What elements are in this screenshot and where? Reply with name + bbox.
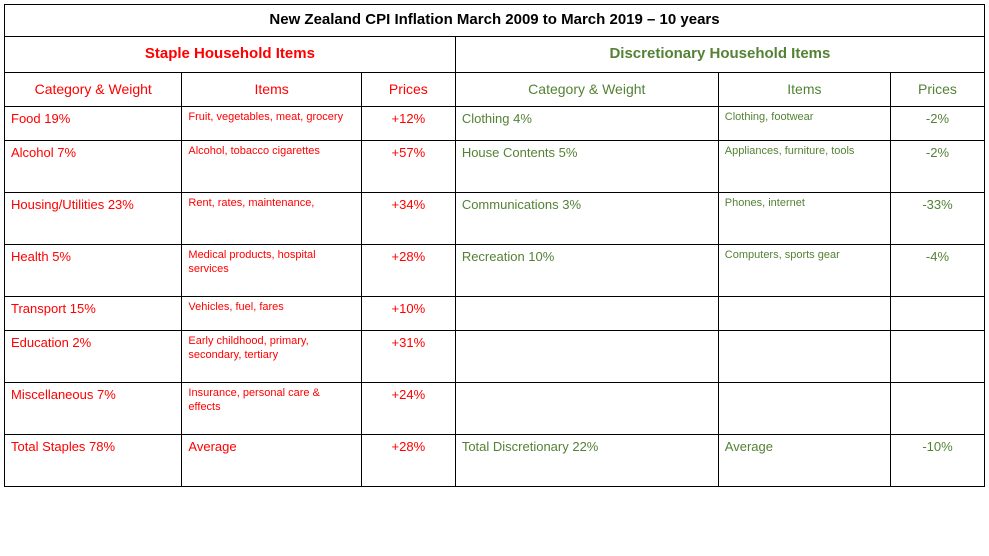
disc-items: Clothing, footwear — [718, 107, 890, 141]
disc-price — [890, 297, 984, 331]
disc-category: Recreation 10% — [455, 245, 718, 297]
staple-items: Alcohol, tobacco cigarettes — [182, 141, 361, 193]
staple-price: +28% — [361, 245, 455, 297]
staple-items: Vehicles, fuel, fares — [182, 297, 361, 331]
staple-category: Health 5% — [5, 245, 182, 297]
table-row: Alcohol 7% Alcohol, tobacco cigarettes +… — [5, 141, 985, 193]
disc-total-items: Average — [718, 435, 890, 487]
col-header-disc-category: Category & Weight — [455, 72, 718, 107]
disc-category — [455, 383, 718, 435]
disc-category: Clothing 4% — [455, 107, 718, 141]
staple-category: Housing/Utilities 23% — [5, 193, 182, 245]
col-header-staple-category: Category & Weight — [5, 72, 182, 107]
staple-price: +24% — [361, 383, 455, 435]
table-row: Housing/Utilities 23% Rent, rates, maint… — [5, 193, 985, 245]
col-header-staple-prices: Prices — [361, 72, 455, 107]
staple-total-price: +28% — [361, 435, 455, 487]
column-header-row: Category & Weight Items Prices Category … — [5, 72, 985, 107]
col-header-disc-prices: Prices — [890, 72, 984, 107]
staple-category: Alcohol 7% — [5, 141, 182, 193]
disc-category — [455, 297, 718, 331]
section-header-row: Staple Household Items Discretionary Hou… — [5, 36, 985, 72]
staple-section-header: Staple Household Items — [5, 36, 456, 72]
disc-items — [718, 383, 890, 435]
discretionary-section-header: Discretionary Household Items — [455, 36, 984, 72]
title-row: New Zealand CPI Inflation March 2009 to … — [5, 5, 985, 37]
disc-price — [890, 383, 984, 435]
cpi-table: New Zealand CPI Inflation March 2009 to … — [4, 4, 985, 487]
disc-items: Appliances, furniture, tools — [718, 141, 890, 193]
disc-total-category: Total Discretionary 22% — [455, 435, 718, 487]
staple-category: Education 2% — [5, 331, 182, 383]
disc-items: Computers, sports gear — [718, 245, 890, 297]
table-row: Food 19% Fruit, vegetables, meat, grocer… — [5, 107, 985, 141]
staple-price: +31% — [361, 331, 455, 383]
staple-price: +12% — [361, 107, 455, 141]
staple-category: Miscellaneous 7% — [5, 383, 182, 435]
disc-price: -4% — [890, 245, 984, 297]
staple-items: Fruit, vegetables, meat, grocery — [182, 107, 361, 141]
staple-price: +57% — [361, 141, 455, 193]
table-title: New Zealand CPI Inflation March 2009 to … — [5, 5, 985, 37]
staple-items: Medical products, hospital services — [182, 245, 361, 297]
table-row: Education 2% Early childhood, primary, s… — [5, 331, 985, 383]
disc-price: -2% — [890, 141, 984, 193]
disc-price: -33% — [890, 193, 984, 245]
table-row: Health 5% Medical products, hospital ser… — [5, 245, 985, 297]
staple-total-category: Total Staples 78% — [5, 435, 182, 487]
disc-price: -2% — [890, 107, 984, 141]
staple-category: Food 19% — [5, 107, 182, 141]
staple-items: Insurance, personal care & effects — [182, 383, 361, 435]
disc-price — [890, 331, 984, 383]
staple-category: Transport 15% — [5, 297, 182, 331]
staple-price: +34% — [361, 193, 455, 245]
staple-items: Rent, rates, maintenance, — [182, 193, 361, 245]
disc-items — [718, 331, 890, 383]
col-header-disc-items: Items — [718, 72, 890, 107]
staple-total-items: Average — [182, 435, 361, 487]
disc-category — [455, 331, 718, 383]
disc-items: Phones, internet — [718, 193, 890, 245]
totals-row: Total Staples 78% Average +28% Total Dis… — [5, 435, 985, 487]
disc-category: Communications 3% — [455, 193, 718, 245]
staple-items: Early childhood, primary, secondary, ter… — [182, 331, 361, 383]
disc-items — [718, 297, 890, 331]
col-header-staple-items: Items — [182, 72, 361, 107]
table-row: Transport 15% Vehicles, fuel, fares +10% — [5, 297, 985, 331]
disc-total-price: -10% — [890, 435, 984, 487]
staple-price: +10% — [361, 297, 455, 331]
disc-category: House Contents 5% — [455, 141, 718, 193]
table-row: Miscellaneous 7% Insurance, personal car… — [5, 383, 985, 435]
